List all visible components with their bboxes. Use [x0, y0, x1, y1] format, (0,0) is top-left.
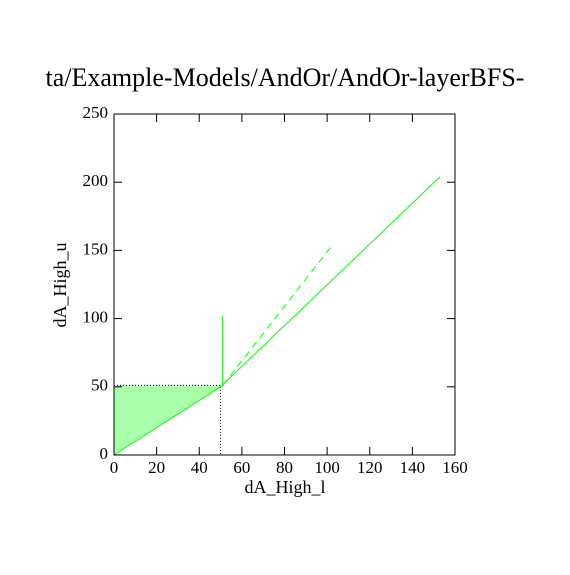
x-tick-label: 140: [400, 458, 426, 477]
chart-title: ta/Example-Models/AndOr/AndOr-layerBFS-: [46, 63, 525, 92]
x-tick-label: 20: [148, 458, 165, 477]
y-tick-label: 250: [83, 103, 109, 122]
y-tick-label: 150: [83, 239, 109, 258]
x-tick-label: 120: [357, 458, 383, 477]
y-tick-label: 200: [83, 171, 109, 190]
x-tick-label: 100: [314, 458, 340, 477]
x-tick-label: 80: [276, 458, 293, 477]
y-tick-label: 100: [83, 308, 109, 327]
y-axis-label: dA_High_u: [50, 243, 70, 328]
x-tick-label: 160: [442, 458, 468, 477]
line: [222, 243, 334, 386]
x-tick-label: 0: [110, 458, 119, 477]
y-tick-label: 50: [91, 376, 108, 395]
line: [113, 176, 441, 456]
x-tick-label: 60: [233, 458, 250, 477]
y-tick-label: 0: [100, 444, 109, 463]
x-axis-label: dA_High_l: [245, 477, 326, 497]
x-tick-label: 40: [191, 458, 208, 477]
